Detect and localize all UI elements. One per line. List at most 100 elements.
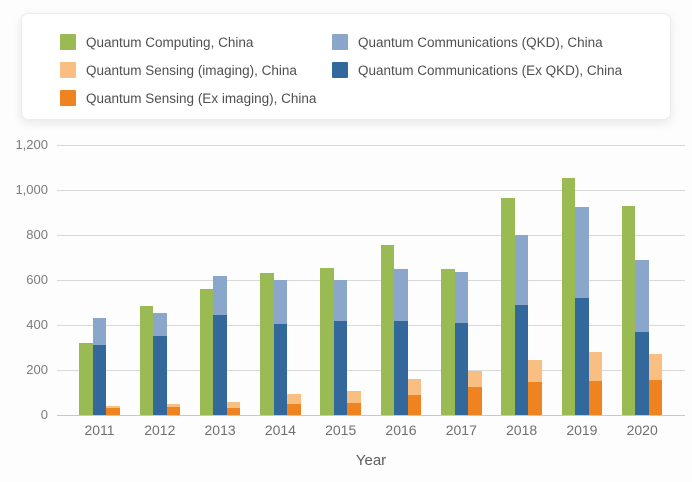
bar-segment-sensing_ex_imaging-2019	[588, 381, 603, 415]
bar-segment-sensing_imaging-2011	[106, 406, 120, 409]
bar-group-2020	[621, 145, 663, 415]
bar-segment-comm_qkd-2019	[575, 206, 589, 298]
bar-segment-comm_ex_qkd-2016	[394, 320, 408, 415]
bar-segment-sensing_imaging-2013	[226, 401, 241, 409]
legend-label-sensing-imaging: Quantum Sensing (imaging), China	[86, 62, 297, 78]
bar-segment-computing-2020	[621, 205, 636, 415]
legend-item-communications-qkd: Quantum Communications (QKD), China	[332, 33, 670, 51]
bar-communications-2015	[333, 145, 348, 415]
legend-label-communications-ex-qkd: Quantum Communications (Ex QKD), China	[358, 62, 623, 78]
bar-computing-2014	[260, 145, 274, 415]
legend-item-sensing-ex-imaging: Quantum Sensing (Ex imaging), China	[60, 89, 332, 107]
x-tick-label-2015: 2015	[325, 422, 357, 438]
bar-communications-2014	[273, 145, 288, 415]
bar-segment-comm_qkd-2020	[635, 259, 649, 332]
bar-segment-sensing_ex_imaging-2016	[407, 394, 422, 415]
bar-segment-sensing_imaging-2017	[468, 371, 482, 387]
bar-sensing-2016	[407, 145, 422, 415]
gridline-1000	[57, 189, 685, 191]
bar-sensing-2011	[106, 145, 120, 415]
bar-segment-computing-2018	[501, 197, 515, 415]
x-tick-label-2011: 2011	[84, 422, 115, 438]
bar-segment-computing-2014	[260, 273, 274, 415]
bar-sensing-2014	[287, 145, 301, 415]
bar-segment-sensing_ex_imaging-2013	[226, 408, 241, 415]
x-axis-labels: 2011 2012 2013 2014 2015 2016 2017 2018 2019 2020	[57, 422, 685, 440]
bar-communications-2017	[454, 145, 469, 415]
x-tick-label-2018: 2018	[506, 422, 538, 438]
bar-sensing-2015	[347, 145, 361, 415]
bar-segment-computing-2011	[79, 343, 93, 415]
bar-segment-comm_qkd-2012	[153, 312, 167, 337]
bar-segment-computing-2012	[139, 305, 154, 415]
y-tick-label-1000: 1,000	[15, 182, 48, 197]
bar-segment-computing-2013	[199, 289, 214, 415]
y-tick-label-400: 400	[26, 317, 48, 332]
bar-segment-comm_ex_qkd-2011	[92, 345, 107, 415]
bar-group-2014	[260, 145, 301, 415]
gridline-1200	[57, 144, 685, 146]
legend-swatch-quantum-computing-icon	[60, 34, 76, 50]
bar-communications-2013	[213, 145, 227, 415]
x-axis-title: Year	[355, 452, 387, 469]
bar-computing-2015	[320, 145, 334, 415]
bar-computing-2018	[501, 145, 515, 415]
bar-segment-sensing_imaging-2015	[347, 391, 361, 403]
bar-segment-computing-2017	[441, 268, 455, 415]
bar-group-2017	[441, 145, 482, 415]
bar-communications-2016	[394, 145, 408, 415]
bar-computing-2020	[621, 145, 636, 415]
bar-segment-sensing_ex_imaging-2012	[166, 407, 181, 415]
gridline-400	[57, 324, 685, 326]
bar-segment-computing-2015	[320, 267, 334, 415]
bar-segment-sensing_ex_imaging-2015	[347, 402, 361, 415]
bar-segment-comm_qkd-2015	[333, 280, 348, 321]
x-tick-label-2013: 2013	[204, 422, 236, 438]
bar-segment-comm_ex_qkd-2012	[153, 336, 167, 415]
bar-segment-sensing_imaging-2016	[407, 379, 422, 395]
bar-segment-comm_qkd-2017	[454, 272, 469, 323]
bar-group-2013	[199, 145, 241, 415]
bar-segment-comm_ex_qkd-2020	[635, 331, 649, 415]
legend-label-quantum-computing: Quantum Computing, China	[86, 34, 254, 50]
bar-segment-comm_qkd-2013	[213, 275, 227, 315]
y-tick-label-600: 600	[26, 272, 48, 287]
bar-segment-sensing_ex_imaging-2014	[287, 403, 301, 415]
bar-segment-sensing_imaging-2020	[648, 354, 663, 381]
x-tick-label-2020: 2020	[626, 422, 658, 438]
bar-segment-sensing_imaging-2014	[287, 393, 301, 404]
gridline-600	[57, 279, 685, 281]
gridline-200	[57, 369, 685, 371]
plot-area	[57, 144, 685, 416]
legend-label-communications-qkd: Quantum Communications (QKD), China	[358, 34, 603, 50]
bar-segment-comm_qkd-2011	[92, 318, 107, 346]
y-axis: 0 200 400 600 800 1,000 1,200	[0, 137, 48, 422]
bar-group-2012	[139, 145, 181, 415]
bar-segment-comm_ex_qkd-2017	[454, 322, 469, 415]
legend-label-sensing-ex-imaging: Quantum Sensing (Ex imaging), China	[86, 90, 317, 106]
y-tick-label-200: 200	[26, 362, 48, 377]
bar-segment-comm_ex_qkd-2014	[273, 323, 288, 415]
bar-computing-2012	[139, 145, 154, 415]
bar-computing-2017	[441, 145, 455, 415]
legend-swatch-sensing-ex-imaging-icon	[60, 90, 76, 106]
bar-sensing-2018	[528, 145, 542, 415]
bar-communications-2011	[92, 145, 107, 415]
bar-segment-sensing_imaging-2012	[166, 403, 181, 408]
bar-sensing-2017	[468, 145, 482, 415]
legend-swatch-sensing-imaging-icon	[60, 62, 76, 78]
bar-segment-sensing_imaging-2019	[588, 352, 603, 382]
x-tick-label-2012: 2012	[144, 422, 176, 438]
legend-swatch-communications-qkd-icon	[332, 34, 348, 50]
x-tick-label-2019: 2019	[566, 422, 598, 438]
x-tick-label-2017: 2017	[445, 422, 477, 438]
bar-sensing-2020	[648, 145, 663, 415]
gridline-0	[57, 414, 685, 416]
bar-communications-2012	[153, 145, 167, 415]
bar-segment-comm_qkd-2016	[394, 268, 408, 321]
bar-computing-2016	[380, 145, 395, 415]
bar-segment-comm_ex_qkd-2013	[213, 314, 227, 415]
legend: Quantum Computing, China Quantum Communi…	[21, 13, 671, 120]
gridline-800	[57, 234, 685, 236]
bar-sensing-2019	[588, 145, 603, 415]
